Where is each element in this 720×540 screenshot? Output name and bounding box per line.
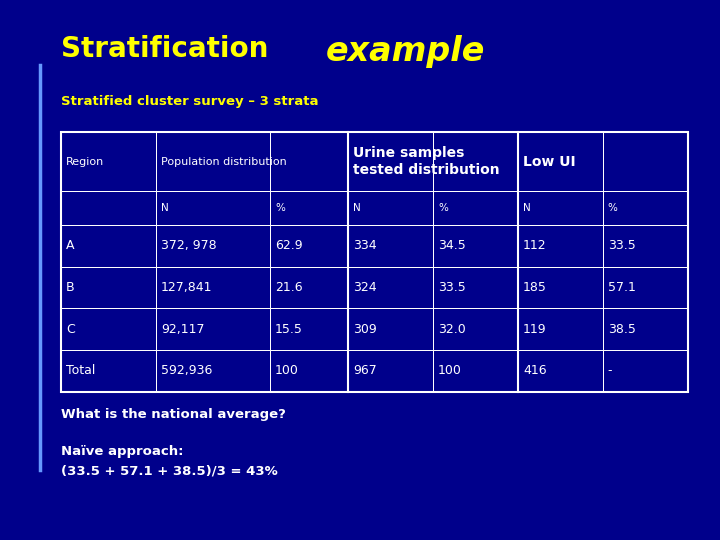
Text: 416: 416 [523, 364, 546, 377]
Text: Naïve approach:
(33.5 + 57.1 + 38.5)/3 = 43%: Naïve approach: (33.5 + 57.1 + 38.5)/3 =… [61, 446, 278, 477]
Text: -: - [608, 364, 612, 377]
Bar [433, 267, 518, 308]
Bar [61, 350, 156, 392]
Bar [433, 225, 518, 267]
Text: 33.5: 33.5 [608, 239, 636, 252]
Bar [348, 267, 433, 308]
Bar [433, 308, 518, 350]
Text: B: B [66, 281, 75, 294]
Text: 119: 119 [523, 322, 546, 335]
Text: What is the national average?: What is the national average? [61, 408, 286, 421]
Text: 967: 967 [354, 364, 377, 377]
Text: Low UI: Low UI [523, 154, 575, 168]
Text: 127,841: 127,841 [161, 281, 212, 294]
Text: %: % [438, 203, 448, 213]
Text: 21.6: 21.6 [275, 281, 302, 294]
Text: %: % [275, 203, 285, 213]
Text: 92,117: 92,117 [161, 322, 204, 335]
Bar [518, 225, 603, 267]
Bar [156, 225, 270, 267]
Bar [61, 191, 156, 225]
Bar [270, 191, 348, 225]
Bar [518, 308, 603, 350]
Text: 38.5: 38.5 [608, 322, 636, 335]
Text: N: N [354, 203, 361, 213]
Text: Stratified cluster survey – 3 strata: Stratified cluster survey – 3 strata [61, 94, 319, 107]
Bar [603, 267, 688, 308]
Text: 112: 112 [523, 239, 546, 252]
Bar [270, 225, 348, 267]
Bar [518, 191, 603, 225]
Bar [270, 132, 348, 191]
Text: Region: Region [66, 157, 104, 167]
Text: Population distribution: Population distribution [161, 157, 287, 167]
Bar [270, 350, 348, 392]
Text: 592,936: 592,936 [161, 364, 212, 377]
Bar [603, 350, 688, 392]
Bar [156, 350, 270, 392]
Text: 309: 309 [354, 322, 377, 335]
Text: 32.0: 32.0 [438, 322, 466, 335]
Bar [348, 308, 433, 350]
Bar [348, 191, 433, 225]
Bar [433, 350, 518, 392]
Text: 100: 100 [275, 364, 299, 377]
Bar [61, 132, 688, 392]
Bar [603, 225, 688, 267]
Text: example: example [326, 35, 485, 68]
Bar [518, 267, 603, 308]
Bar [603, 191, 688, 225]
Text: 185: 185 [523, 281, 547, 294]
Text: 324: 324 [354, 281, 377, 294]
Bar [270, 308, 348, 350]
Bar [433, 191, 518, 225]
Bar [603, 132, 688, 191]
Text: 34.5: 34.5 [438, 239, 466, 252]
Text: 372, 978: 372, 978 [161, 239, 217, 252]
Text: Total: Total [66, 364, 96, 377]
Bar [61, 308, 156, 350]
Text: 15.5: 15.5 [275, 322, 303, 335]
Bar [348, 225, 433, 267]
Text: 100: 100 [438, 364, 462, 377]
Text: 33.5: 33.5 [438, 281, 466, 294]
Bar [270, 267, 348, 308]
Bar [518, 350, 603, 392]
Text: %: % [608, 203, 618, 213]
Bar [156, 191, 270, 225]
Bar [348, 132, 433, 191]
Bar [348, 350, 433, 392]
Text: 62.9: 62.9 [275, 239, 302, 252]
Text: 334: 334 [354, 239, 377, 252]
Text: 57.1: 57.1 [608, 281, 636, 294]
Text: Stratification: Stratification [61, 35, 278, 63]
Bar [61, 225, 156, 267]
Bar [156, 308, 270, 350]
Text: A: A [66, 239, 75, 252]
Text: C: C [66, 322, 75, 335]
Text: Urine samples
tested distribution: Urine samples tested distribution [354, 146, 500, 177]
Bar [433, 132, 518, 191]
Bar [61, 132, 156, 191]
Bar [61, 267, 156, 308]
Bar [518, 132, 603, 191]
Text: N: N [523, 203, 531, 213]
Bar [603, 308, 688, 350]
Bar [156, 132, 270, 191]
Bar [156, 267, 270, 308]
Text: N: N [161, 203, 168, 213]
